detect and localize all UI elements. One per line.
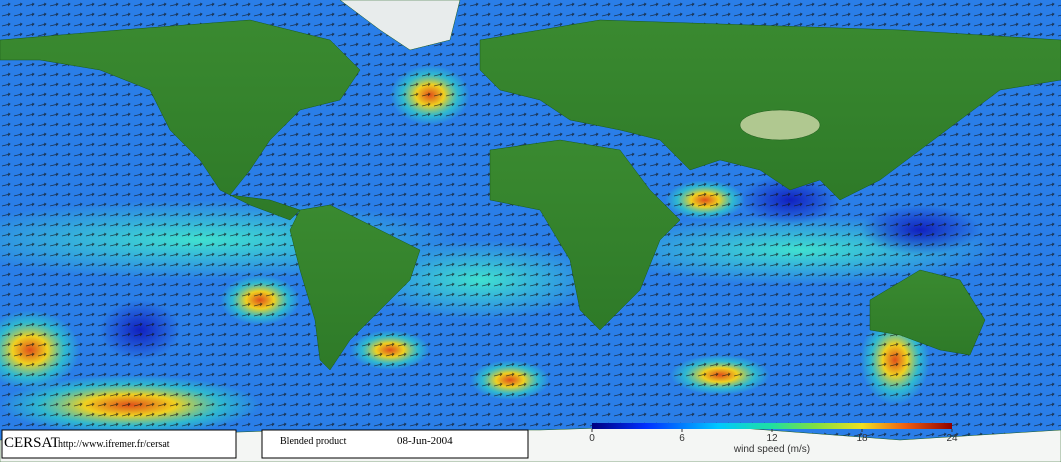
colorbar-tick-label: 18 [856, 433, 868, 444]
colorbar-tick-label: 24 [946, 433, 958, 444]
footer-box [261, 429, 529, 459]
footer: CERSAT http://www.ifremer.fr/cersat Blen… [1, 429, 529, 459]
colorbar-ramp [592, 423, 952, 429]
url: http://www.ifremer.fr/cersat [58, 439, 170, 450]
colorbar-tick-label: 12 [766, 433, 778, 444]
colorbar-tick-label: 6 [679, 433, 685, 444]
colorbar-tick-label: 0 [589, 433, 595, 444]
product: Blended product [280, 436, 347, 447]
colorbar: wind speed (m/s) 0 6 12 18 24 [589, 423, 958, 455]
colorbar-label: wind speed (m/s) [733, 444, 810, 455]
brand: CERSAT [4, 435, 60, 451]
footer-box [1, 429, 237, 459]
date: 08-Jun-2004 [397, 435, 453, 447]
